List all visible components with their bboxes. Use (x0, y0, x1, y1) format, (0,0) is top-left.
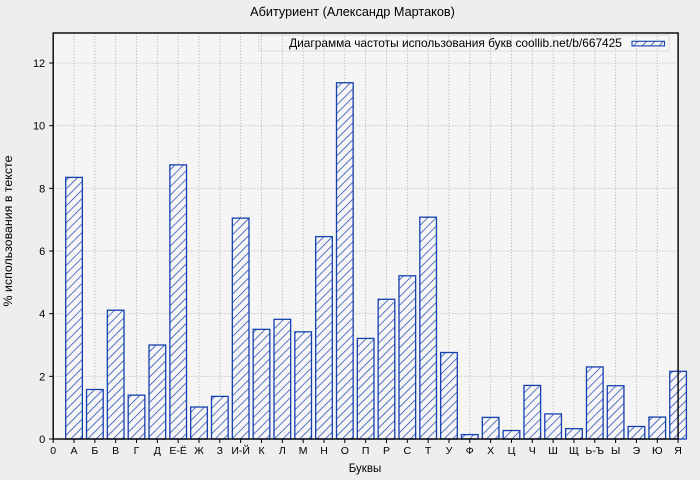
svg-text:Абитуриент (Александр Мартаков: Абитуриент (Александр Мартаков) (250, 5, 455, 19)
svg-text:4: 4 (39, 309, 45, 321)
svg-text:Ь-Ъ: Ь-Ъ (585, 445, 604, 457)
svg-text:Ю: Ю (652, 445, 663, 457)
svg-text:И-Й: И-Й (231, 444, 250, 457)
svg-text:Е-Ё: Е-Ё (169, 445, 187, 457)
svg-text:0: 0 (50, 445, 56, 457)
svg-text:В: В (112, 445, 119, 457)
svg-text:2: 2 (39, 371, 45, 383)
svg-text:Л: Л (279, 445, 286, 457)
svg-text:Щ: Щ (569, 445, 579, 457)
svg-text:Ш: Ш (548, 445, 558, 457)
svg-text:Д: Д (154, 445, 161, 457)
svg-text:Диаграмма частоты использовани: Диаграмма частоты использования букв coo… (289, 36, 622, 50)
svg-text:Буквы: Буквы (349, 463, 381, 475)
svg-text:Н: Н (320, 445, 328, 457)
svg-text:Ч: Ч (529, 445, 536, 457)
svg-text:М: М (299, 445, 308, 457)
svg-text:П: П (362, 445, 370, 457)
svg-text:Г: Г (134, 445, 140, 457)
svg-text:Ц: Ц (508, 445, 516, 457)
svg-text:10: 10 (33, 121, 45, 133)
svg-text:Т: Т (425, 445, 432, 457)
svg-text:6: 6 (39, 246, 45, 258)
svg-text:С: С (404, 445, 412, 457)
svg-text:Э: Э (633, 445, 641, 457)
svg-text:О: О (341, 445, 349, 457)
svg-text:Ы: Ы (611, 445, 620, 457)
svg-text:З: З (217, 445, 223, 457)
svg-text:Ф: Ф (466, 445, 474, 457)
svg-text:Х: Х (487, 445, 494, 457)
svg-text:А: А (71, 445, 78, 457)
svg-text:Ж: Ж (194, 445, 204, 457)
svg-text:0: 0 (39, 434, 45, 446)
svg-text:Б: Б (91, 445, 98, 457)
svg-text:Я: Я (674, 445, 682, 457)
svg-text:Р: Р (383, 445, 390, 457)
svg-text:К: К (258, 445, 265, 457)
svg-text:8: 8 (39, 183, 45, 195)
svg-text:% использования в тексте: % использования в тексте (1, 155, 15, 306)
svg-text:12: 12 (33, 58, 45, 70)
svg-text:У: У (446, 445, 453, 457)
